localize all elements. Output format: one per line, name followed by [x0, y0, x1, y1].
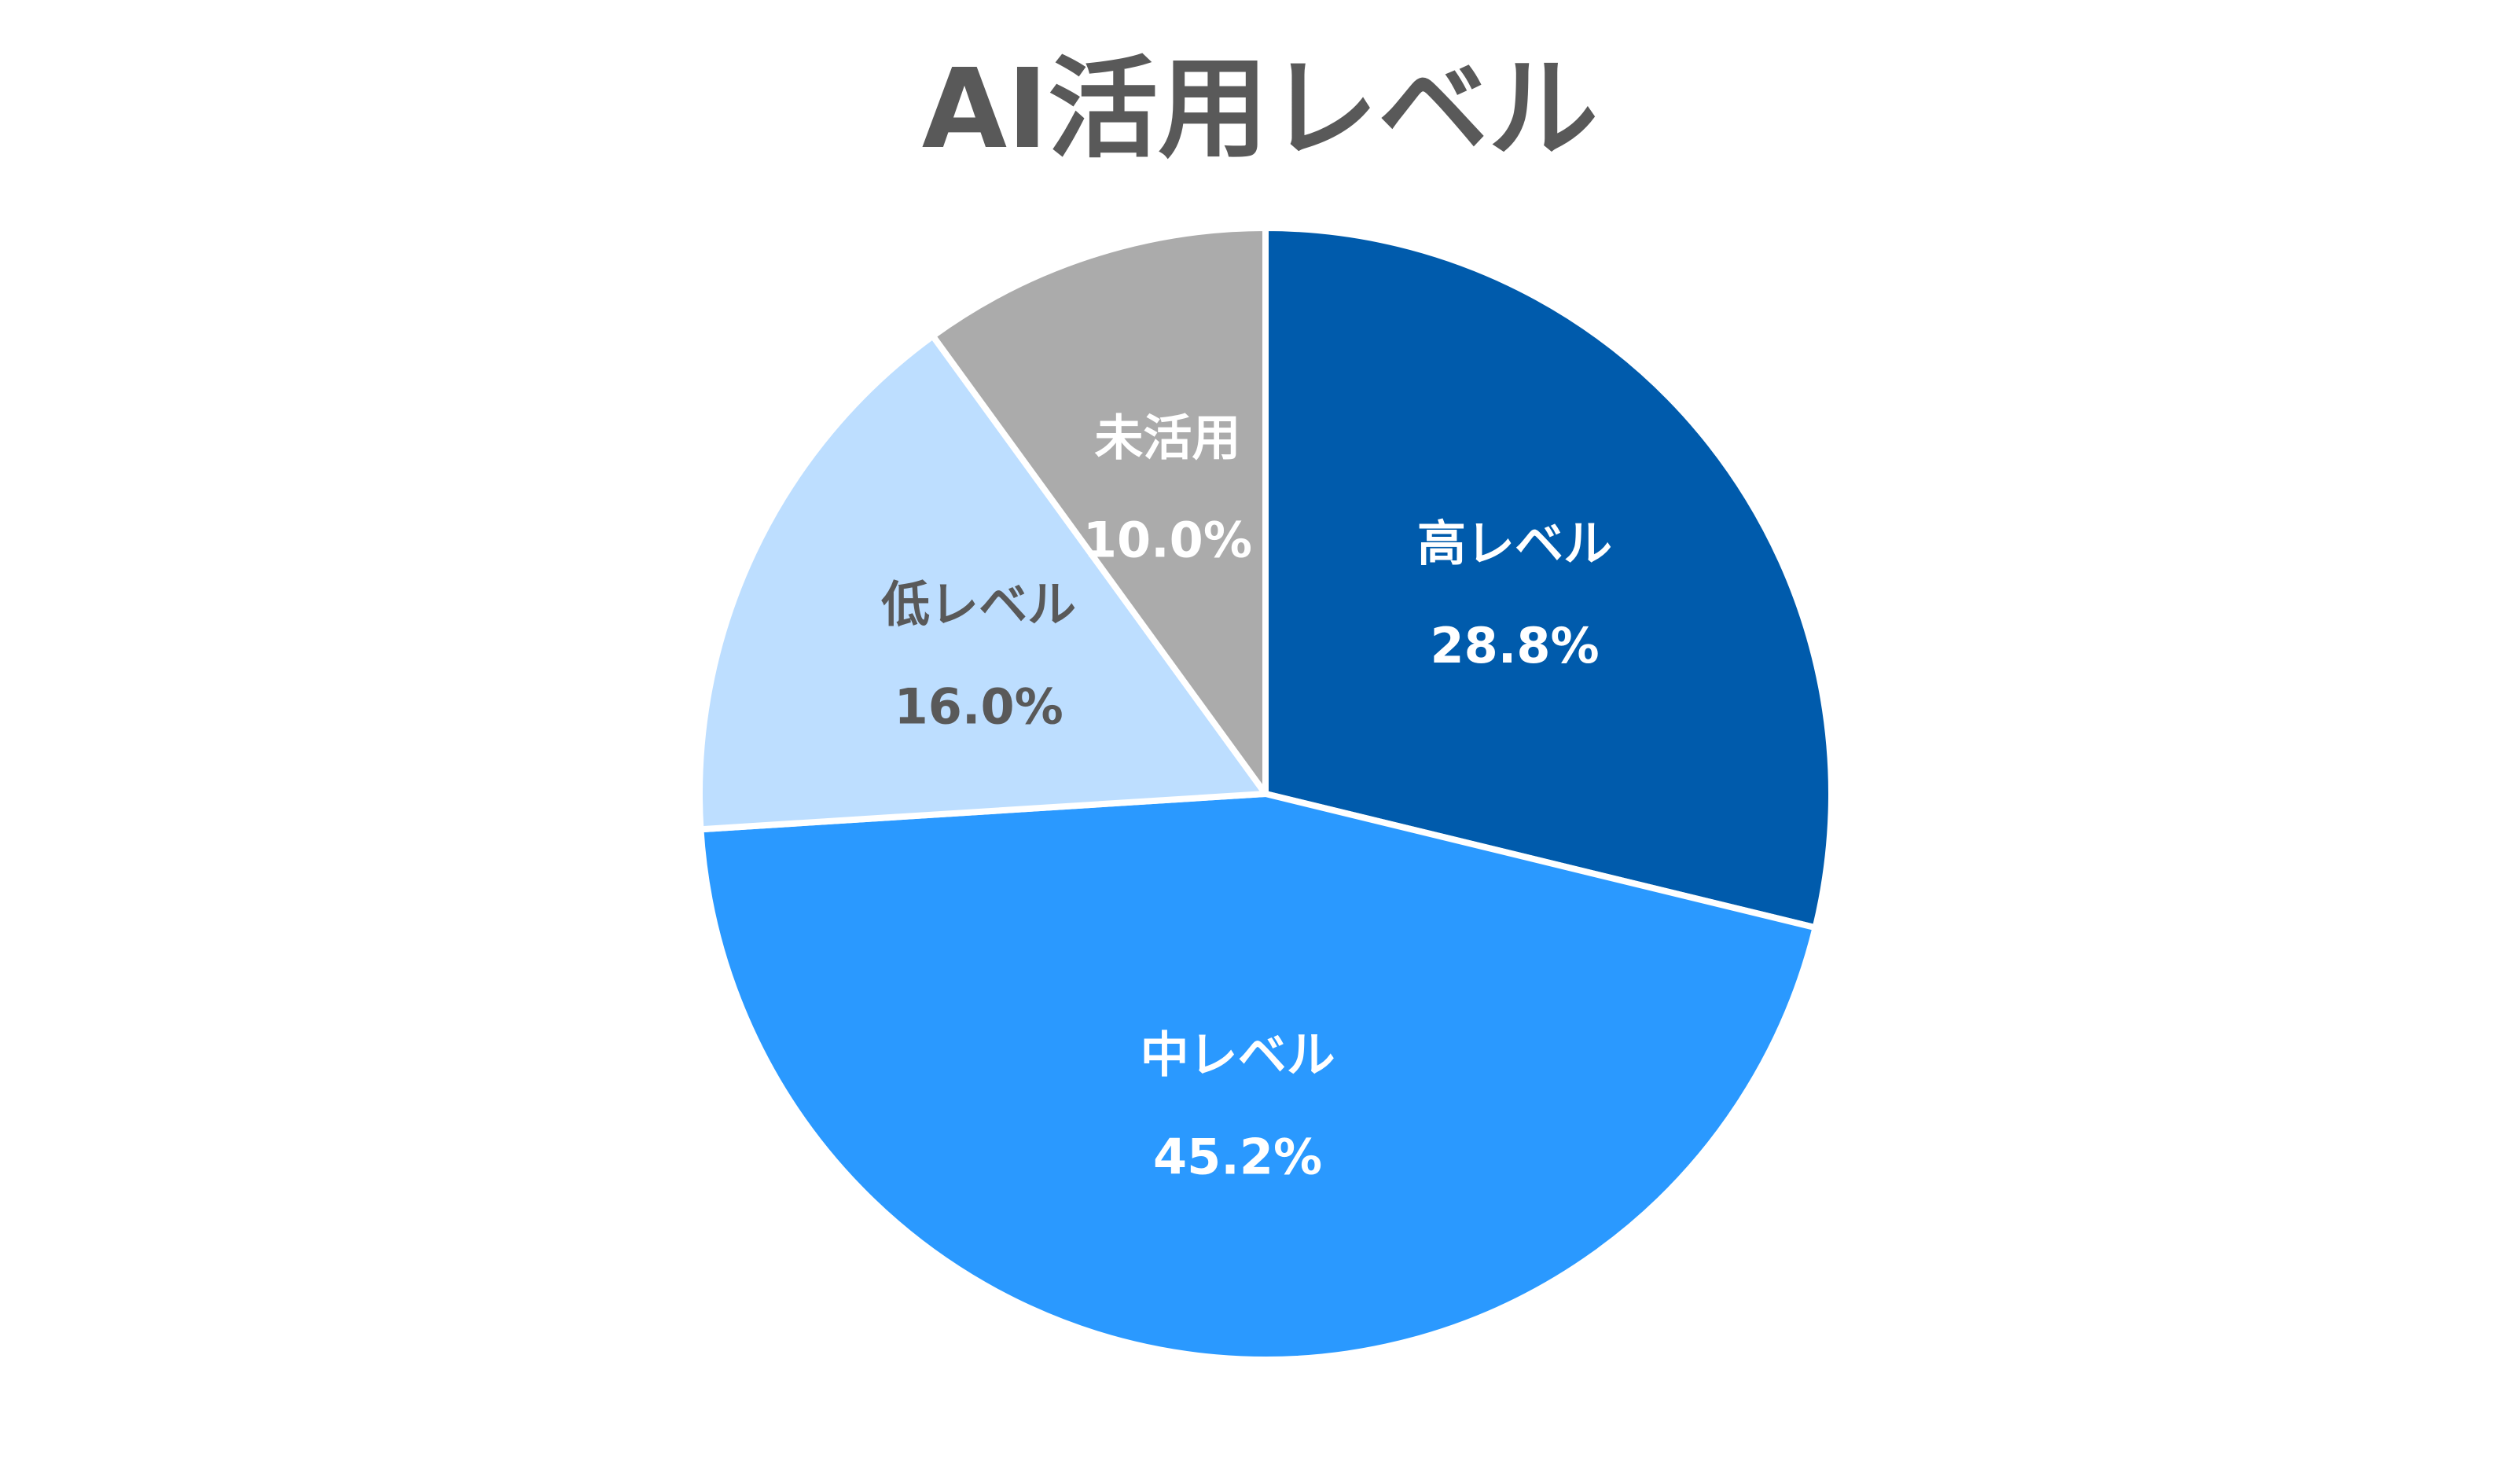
- slice-value-label: 28.8%: [1430, 617, 1599, 674]
- pie-slice: [696, 332, 1269, 833]
- pie-slice: [1262, 225, 1835, 931]
- pie-slice: [697, 791, 1819, 1363]
- slice-category-label: 中レベル: [1141, 1026, 1335, 1084]
- chart-title: AI活用レベル: [921, 46, 1599, 174]
- slice-category-label: 高レベル: [1417, 515, 1612, 572]
- slice-category-label: 低レベル: [881, 575, 1076, 633]
- slice-value-label: 16.0%: [894, 677, 1063, 735]
- pie-slices: [696, 225, 1835, 1363]
- pie-labels: 高レベル 28.8% 中レベル 45.2% 低レベル 16.0% 未活用 10.0%: [881, 409, 1612, 1186]
- pie-slice: [929, 225, 1269, 797]
- slice-category-label: 未活用: [1094, 409, 1240, 467]
- slice-value-label: 45.2%: [1153, 1129, 1322, 1186]
- slice-value-label: 10.0%: [1083, 512, 1252, 569]
